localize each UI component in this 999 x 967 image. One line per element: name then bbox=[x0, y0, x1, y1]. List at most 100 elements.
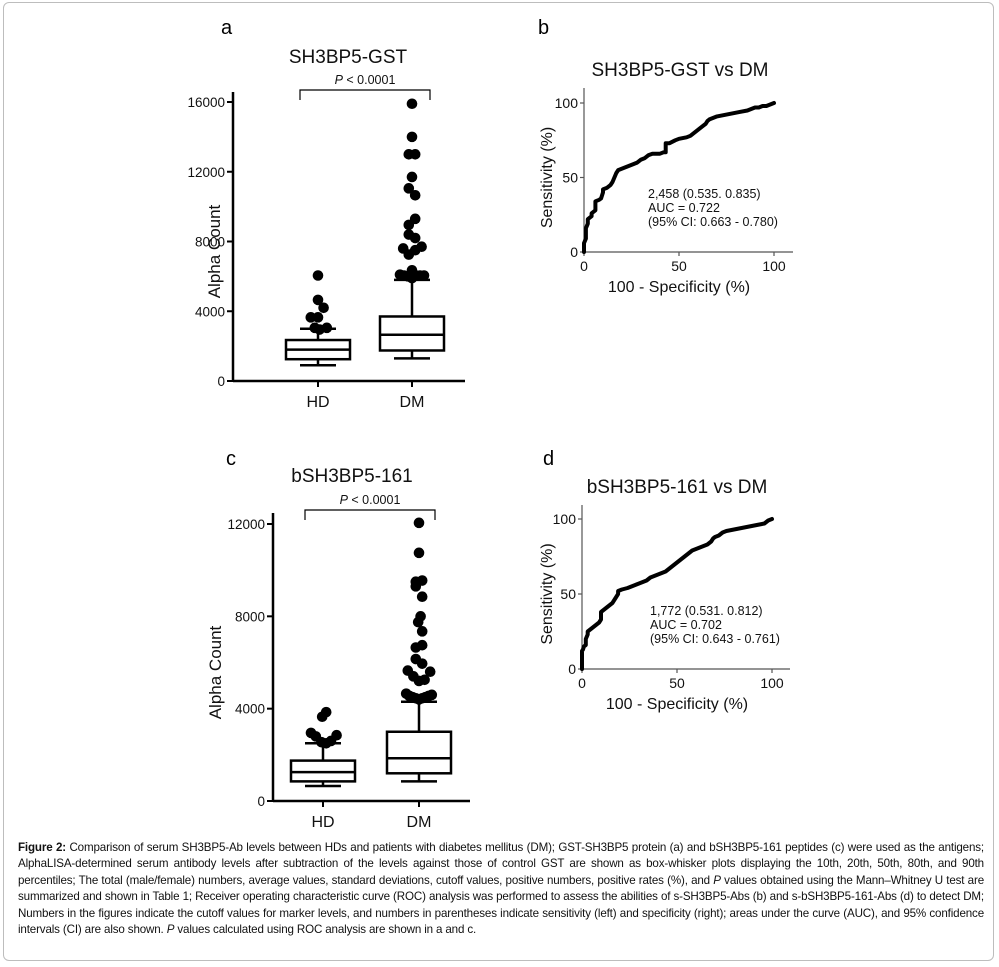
x-tick-label: DM bbox=[407, 814, 432, 831]
outlier-point bbox=[409, 149, 421, 160]
caption-segment: Comparison of serum SH3BP5-Ab levels bet… bbox=[18, 841, 984, 887]
y-tick-label: 0 bbox=[257, 794, 265, 809]
outlier-point bbox=[318, 302, 329, 314]
y-axis-label: Alpha Count bbox=[205, 204, 224, 298]
panel-c-boxplot: bSH3BP5-161 P < 0.0001 0 4000 8000 12000 Alpha… bbox=[206, 466, 470, 831]
panel-b-roc: SH3BP5-GST vs DM 0 50 100 0 50 100 100 - Specif… bbox=[539, 60, 793, 296]
box-dm bbox=[378, 98, 446, 360]
chart-title: bSH3BP5-161 vs DM bbox=[587, 477, 768, 498]
x-tick-label: DM bbox=[400, 394, 425, 411]
y-tick-label: 8000 bbox=[235, 609, 265, 624]
y-tick-label: 12000 bbox=[187, 165, 225, 180]
y-tick-label: 16000 bbox=[187, 95, 225, 110]
chart-title: bSH3BP5-161 bbox=[291, 466, 412, 487]
caption-body: Comparison of serum SH3BP5-Ab levels bet… bbox=[18, 841, 984, 936]
figure-frame bbox=[3, 2, 994, 961]
roc-annotation-line: AUC = 0.722 bbox=[648, 201, 720, 215]
y-tick-label: 0 bbox=[568, 661, 576, 677]
significance-bracket bbox=[304, 509, 436, 520]
outlier-point bbox=[406, 171, 418, 183]
outlier-point bbox=[416, 591, 428, 603]
x-axis-label: 100 - Specificity (%) bbox=[608, 279, 750, 296]
box-hd bbox=[289, 706, 357, 788]
outlier-point bbox=[416, 626, 428, 637]
outlier-point bbox=[312, 294, 324, 306]
box-hd bbox=[284, 270, 352, 367]
roc-annotation-line: 2,458 (0.535. 0.835) bbox=[648, 187, 761, 201]
outlier-point bbox=[426, 689, 438, 701]
outlier-point bbox=[406, 131, 418, 143]
panel-letter-a: a bbox=[221, 17, 233, 39]
chart-title: SH3BP5-GST vs DM bbox=[591, 60, 768, 81]
y-tick-label: 8000 bbox=[195, 235, 225, 250]
y-tick-label: 0 bbox=[217, 374, 225, 389]
outlier-point bbox=[406, 272, 418, 284]
x-tick-label: 50 bbox=[671, 258, 687, 274]
x-axis-label: 100 - Specificity (%) bbox=[606, 696, 748, 713]
caption-segment: P bbox=[713, 873, 721, 887]
outlier-point bbox=[412, 616, 424, 628]
outlier-point bbox=[312, 270, 324, 281]
x-tick-label: 100 bbox=[760, 675, 784, 691]
outlier-point bbox=[413, 517, 425, 529]
outlier-point bbox=[416, 639, 428, 651]
x-tick-label: HD bbox=[306, 394, 329, 411]
p-value-label: P < 0.0001 bbox=[335, 73, 396, 87]
figure-caption: Figure 2: Comparison of serum SH3BP5-Ab … bbox=[18, 840, 984, 938]
panel-letter-b: b bbox=[538, 17, 549, 39]
box-iqr bbox=[378, 315, 446, 352]
panel-d-roc: bSH3BP5-161 vs DM 0 50 100 0 50 100 100 - Speci… bbox=[539, 477, 790, 713]
caption-label: Figure 2: bbox=[18, 841, 66, 854]
roc-curve bbox=[582, 101, 776, 254]
y-tick-label: 50 bbox=[562, 170, 578, 186]
roc-annotation-line: (95% CI: 0.643 - 0.761) bbox=[650, 632, 780, 646]
outlier-point bbox=[424, 666, 436, 678]
y-tick-label: 50 bbox=[560, 586, 576, 602]
x-tick-label: 50 bbox=[669, 675, 685, 691]
x-tick-label: 0 bbox=[580, 258, 588, 274]
y-axis-label: Alpha Count bbox=[206, 625, 225, 719]
outlier-point bbox=[416, 658, 428, 669]
outlier-point bbox=[316, 711, 328, 723]
outlier-point bbox=[419, 674, 430, 686]
panel-a-boxplot: SH3BP5-GST P < 0.0001 0 4000 8000 12000 16000 A… bbox=[187, 47, 465, 411]
outlier-point bbox=[413, 547, 425, 559]
outlier-point bbox=[321, 322, 333, 334]
y-tick-label: 12000 bbox=[227, 517, 265, 532]
x-tick-label: 100 bbox=[762, 258, 786, 274]
roc-annotation-line: (95% CI: 0.663 - 0.780) bbox=[648, 215, 778, 229]
outlier-point bbox=[403, 219, 415, 231]
panel-letter-c: c bbox=[226, 448, 236, 470]
outlier-point bbox=[312, 312, 324, 323]
p-value-label: P < 0.0001 bbox=[340, 493, 401, 507]
caption-segment: P bbox=[166, 923, 175, 937]
roc-annotation-line: AUC = 0.702 bbox=[650, 618, 722, 632]
y-axis-label: Sensitivity (%) bbox=[539, 127, 556, 228]
outlier-point bbox=[331, 729, 342, 741]
y-tick-label: 100 bbox=[553, 511, 577, 527]
outlier-point bbox=[403, 183, 415, 194]
outlier-point bbox=[409, 189, 421, 201]
roc-curve bbox=[580, 517, 774, 671]
outlier-point bbox=[410, 581, 422, 592]
outlier-point bbox=[406, 98, 418, 110]
chart-title: SH3BP5-GST bbox=[289, 47, 408, 68]
x-tick-label: HD bbox=[311, 814, 334, 831]
outlier-point bbox=[409, 232, 421, 244]
x-tick-label: 0 bbox=[578, 675, 586, 691]
y-tick-label: 100 bbox=[555, 95, 579, 111]
outlier-point bbox=[403, 249, 415, 260]
outlier-point bbox=[418, 270, 430, 281]
caption-segment: values calculated using ROC analysis are… bbox=[174, 923, 477, 937]
y-axis-label: Sensitivity (%) bbox=[539, 543, 556, 644]
panel-letter-d: d bbox=[543, 448, 554, 470]
roc-annotation-line: 1,772 (0.531. 0.812) bbox=[650, 604, 763, 618]
box-iqr bbox=[385, 730, 453, 775]
y-tick-label: 0 bbox=[570, 244, 578, 260]
significance-bracket bbox=[299, 89, 431, 100]
y-tick-label: 4000 bbox=[195, 304, 225, 319]
y-tick-label: 4000 bbox=[235, 702, 265, 717]
box-dm bbox=[385, 517, 453, 783]
caption-segment: values obtained using the Mann–Whitney U… bbox=[18, 873, 984, 937]
